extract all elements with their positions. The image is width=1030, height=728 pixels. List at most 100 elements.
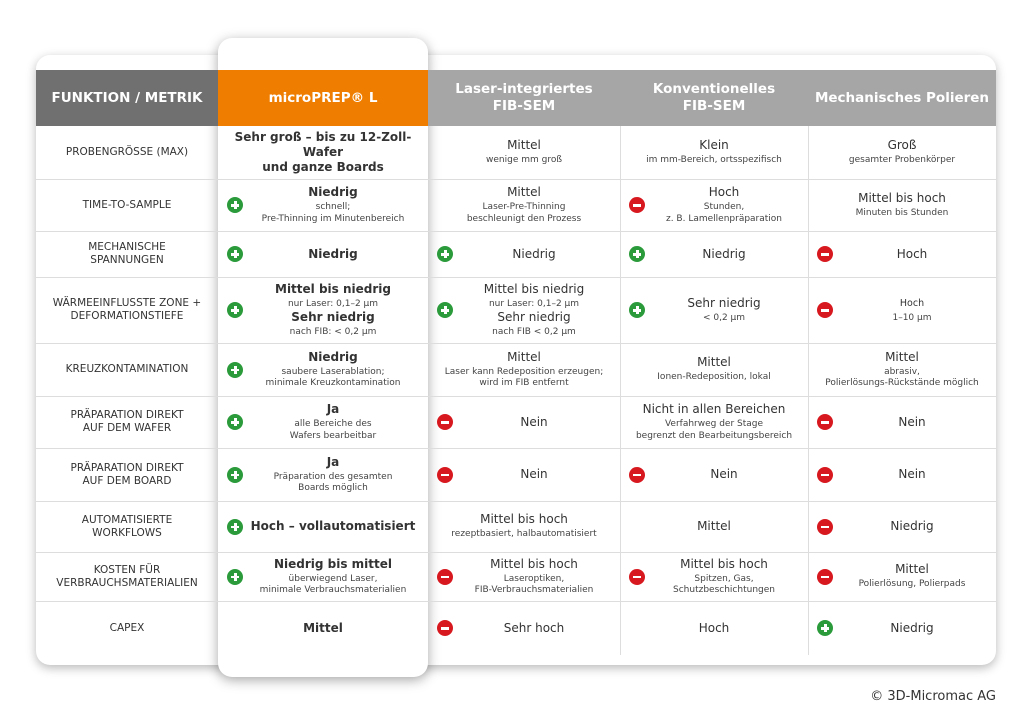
cell-detail: Stunden, z. B. Lamellenpräparation [665, 202, 783, 224]
minus-circle-icon [817, 466, 833, 483]
metric-label: AUTOMATISIERTE WORKFLOWS [81, 513, 173, 539]
cell-detail: Laser kann Redeposition erzeugen; wird i… [444, 366, 604, 389]
cell-detail: im mm-Bereich, ortsspezifisch [646, 155, 782, 166]
cell-microprep: Ja Präparation des gesamten Boards möglic… [218, 448, 428, 501]
plus-circle-icon [227, 246, 243, 262]
cell-value: Mittel bis niedrig [483, 281, 585, 296]
metric-label: MECHANISCHE SPANNUNGEN [88, 241, 166, 266]
cell-value: Mittel [697, 355, 731, 370]
cell-value: Niedrig [308, 246, 358, 261]
cell-laser-fib-sem: Sehr hoch [428, 601, 620, 655]
metric-label: WÄRMEEINFLUSSTE ZONE + DEFORMATIONSTIEFE [52, 297, 202, 322]
cell-detail: 1–10 µm [892, 312, 932, 323]
minus-circle-icon [817, 414, 833, 430]
cell-detail-secondary: nach FIB: < 0,2 µm [289, 327, 377, 337]
cell-mechanical-polishing: Nein [808, 396, 996, 448]
cell-detail-secondary: nach FIB < 0,2 µm [492, 327, 576, 337]
cell-detail: Polierlösung, Polierpads [858, 579, 966, 590]
minus-circle-icon [437, 414, 453, 430]
row-divider [36, 396, 996, 397]
cell-value: Hoch [708, 185, 740, 199]
cell-conventional-fib-sem: Hoch [620, 601, 808, 655]
cell-value: Hoch – vollautomatisiert [250, 519, 416, 533]
cell-value: Mittel [895, 562, 929, 577]
row-label: PRÄPARATION DIREKT AUF DEM BOARD [36, 448, 218, 501]
cell-value: Mittel [507, 349, 541, 364]
metric-label: PRÄPARATION DIREKT AUF DEM WAFER [70, 409, 184, 434]
plus-circle-icon [227, 302, 243, 318]
cell-mechanical-polishing: Mittel bis hoch Minuten bis Stunden [808, 179, 996, 231]
cell-mechanical-polishing: Niedrig [808, 601, 996, 655]
microprep-highlight-column [218, 38, 428, 677]
cell-value: Hoch [698, 620, 730, 635]
cell-value: Niedrig bis mittel [273, 556, 393, 571]
cell-detail: rezeptbasiert, halbautomatisiert [451, 529, 597, 540]
cell-value: Mittel [697, 519, 731, 533]
row-divider [36, 501, 996, 502]
metric-label: PRÄPARATION DIREKT AUF DEM BOARD [70, 461, 184, 487]
cell-mechanical-polishing: Niedrig [808, 501, 996, 552]
cell-value: Sehr groß – bis zu 12-Zoll-Wafer und gan… [234, 130, 412, 174]
cell-laser-fib-sem: Mittel wenige mm groß [428, 126, 620, 179]
cell-microprep: Niedrig saubere Laserablation; minimale K… [218, 343, 428, 396]
cell-microprep: Niedrig schnell; Pre-Thinning im Minutenb… [218, 179, 428, 231]
row-divider [36, 179, 996, 180]
cell-mechanical-polishing: Hoch [808, 231, 996, 277]
cell-value: Mittel bis hoch [858, 190, 946, 205]
row-label: AUTOMATISIERTE WORKFLOWS [36, 501, 218, 552]
minus-circle-icon [817, 302, 833, 318]
minus-circle-icon [437, 568, 453, 585]
cell-value-secondary: Sehr niedrig [291, 310, 375, 324]
cell-microprep: Niedrig bis mittel überwiegend Laser, min… [218, 552, 428, 601]
cell-conventional-fib-sem: Mittel Ionen-Redeposition, lokal [620, 343, 808, 396]
row-label: PRÄPARATION DIREKT AUF DEM WAFER [36, 396, 218, 448]
cell-detail: Präparation des gesamten Boards möglich [273, 471, 393, 494]
cell-detail: Spitzen, Gas, Schutzbeschichtungen [673, 573, 775, 596]
cell-value: Mittel [507, 138, 541, 153]
cell-value: Mittel bis hoch [480, 512, 568, 527]
minus-circle-icon [437, 620, 453, 636]
cell-conventional-fib-sem: Nicht in allen Bereichen Verfahrweg der S… [620, 396, 808, 448]
cell-detail: saubere Laserablation; minimale Kreuzkon… [265, 366, 401, 389]
cell-detail: nur Laser: 0,1–2 µm [488, 298, 580, 309]
cell-laser-fib-sem: Mittel bis hoch rezeptbasiert, halbautoma… [428, 501, 620, 552]
metric-label: KREUZKONTAMINATION [65, 363, 189, 375]
metric-label: PROBENGRÖSSE (MAX) [65, 146, 189, 158]
cell-value: Mittel bis niedrig [275, 281, 391, 296]
cell-detail: abrasiv, Polierlösungs-Rückstände möglic… [825, 366, 979, 389]
cell-value-secondary: Sehr niedrig [497, 310, 571, 324]
cell-laser-fib-sem: Mittel bis hoch Laseroptiken, FIB-Verbrau… [428, 552, 620, 601]
cell-microprep: Mittel [218, 601, 428, 655]
plus-circle-icon [629, 246, 645, 262]
cell-value: Nein [520, 467, 548, 481]
cell-laser-fib-sem: Mittel Laser-Pre-Thinning beschleunigt de… [428, 179, 620, 231]
minus-circle-icon [629, 197, 645, 213]
cell-microprep: Niedrig [218, 231, 428, 277]
cell-conventional-fib-sem: Nein [620, 448, 808, 501]
cell-laser-fib-sem: Nein [428, 448, 620, 501]
header-laser-fib-sem: Laser-integriertes FIB-SEM [428, 70, 620, 126]
column-divider [620, 126, 621, 655]
cell-value: Sehr niedrig [687, 295, 761, 310]
cell-microprep: Hoch – vollautomatisiert [218, 501, 428, 552]
header-mechanical-polishing: Mechanisches Polieren [808, 70, 996, 126]
plus-circle-icon [227, 568, 243, 585]
row-divider [36, 448, 996, 449]
plus-circle-icon [227, 197, 243, 213]
cell-value: Hoch [899, 297, 925, 309]
row-divider [36, 552, 996, 553]
cell-conventional-fib-sem: Klein im mm-Bereich, ortsspezifisch [620, 126, 808, 179]
plus-circle-icon [227, 361, 243, 378]
row-divider [36, 231, 996, 232]
cell-microprep: Sehr groß – bis zu 12-Zoll-Wafer und gan… [218, 126, 428, 179]
cell-microprep: Mittel bis niedrig nur Laser: 0,1–2 µm Seh… [218, 277, 428, 343]
row-label: TIME-TO-SAMPLE [36, 179, 218, 231]
cell-laser-fib-sem: Niedrig [428, 231, 620, 277]
cell-value: Niedrig [308, 185, 358, 199]
plus-circle-icon [437, 246, 453, 262]
row-label: KOSTEN FÜR VERBRAUCHSMATERIALIEN [36, 552, 218, 601]
plus-circle-icon [227, 414, 243, 430]
cell-detail: überwiegend Laser, minimale Verbrauchsma… [259, 573, 407, 596]
cell-value: Nein [710, 467, 738, 481]
metric-label: TIME-TO-SAMPLE [82, 198, 172, 211]
